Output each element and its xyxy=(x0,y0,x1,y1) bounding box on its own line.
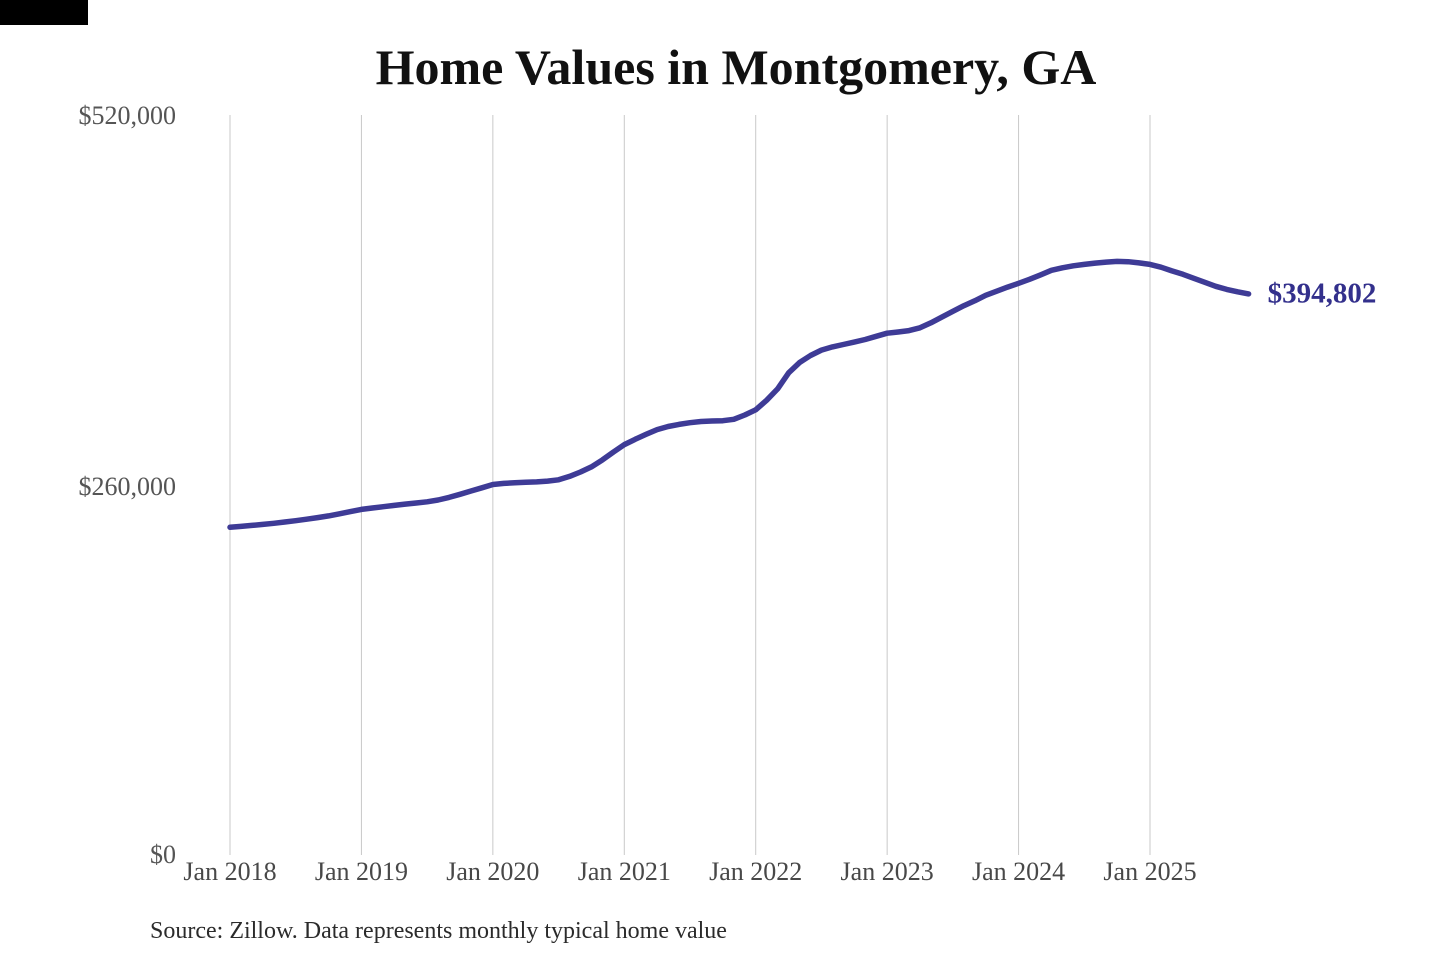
source-note: Source: Zillow. Data represents monthly … xyxy=(150,918,727,944)
x-axis-label-jan-2019: Jan 2019 xyxy=(314,857,409,886)
latest-value-label: $394,802 xyxy=(1267,277,1377,310)
x-axis-label-jan-2024: Jan 2024 xyxy=(971,857,1066,886)
y-axis-label-0: $0 xyxy=(150,840,176,869)
home-value-line xyxy=(227,258,1252,531)
x-axis-label-jan-2025: Jan 2025 xyxy=(1103,857,1197,886)
x-axis-label-jan-2022: Jan 2022 xyxy=(709,857,803,886)
x-axis-label-jan-2021: Jan 2021 xyxy=(577,857,671,886)
x-axis-label-jan-2018: Jan 2018 xyxy=(183,857,277,886)
y-axis-label-260000: $260,000 xyxy=(78,472,177,501)
x-axis-label-jan-2023: Jan 2023 xyxy=(840,857,934,886)
x-axis-label-jan-2020: Jan 2020 xyxy=(446,857,540,886)
chart-title: Home Values in Montgomery, GA xyxy=(375,39,1097,95)
corner-mark xyxy=(0,0,88,25)
y-axis-label-520000: $520,000 xyxy=(78,101,177,130)
